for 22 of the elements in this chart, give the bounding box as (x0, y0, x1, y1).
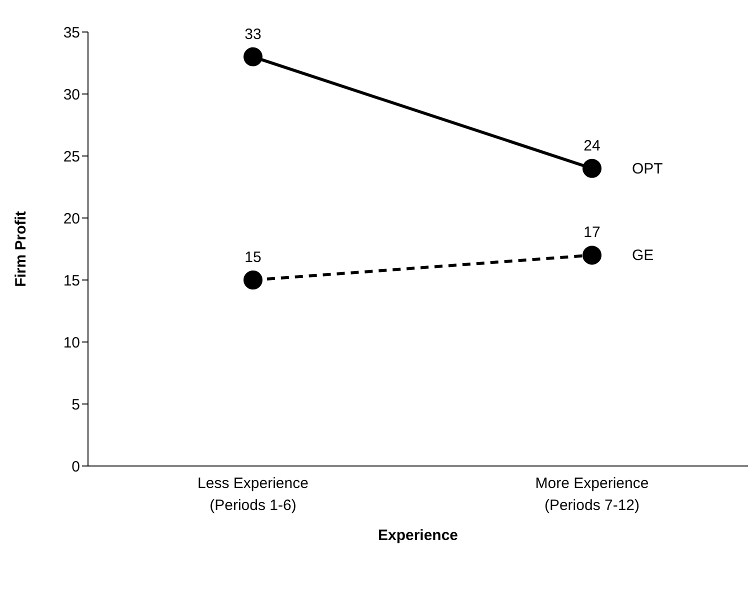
x-axis-title: Experience (378, 527, 458, 544)
point (244, 47, 262, 66)
y-axis-title: Firm Profit (12, 211, 30, 287)
data-label: 15 (244, 249, 262, 266)
x-tick-label: Less Experience (Periods 1-6) (198, 475, 308, 514)
data-label: 17 (584, 224, 600, 242)
x-tick-label: More Experience (Periods 7-12) (535, 475, 649, 514)
y-tick-label: 15 (63, 272, 80, 290)
text: GE (632, 247, 654, 264)
point (244, 270, 262, 290)
data-label: 24 (584, 137, 600, 154)
y-tick-label: 35 (63, 24, 80, 42)
data-label: 33 (244, 26, 262, 43)
y-tick-label: 20 (63, 210, 80, 228)
y-tick-label: 10 (63, 334, 80, 352)
y-tick-label: 30 (63, 86, 80, 104)
y-tick-label: 0 (72, 458, 80, 476)
point (582, 246, 602, 265)
point (582, 158, 602, 178)
y-tick-label: 25 (63, 148, 80, 166)
text: OPT (632, 160, 663, 178)
y-tick-label: 5 (72, 396, 80, 414)
